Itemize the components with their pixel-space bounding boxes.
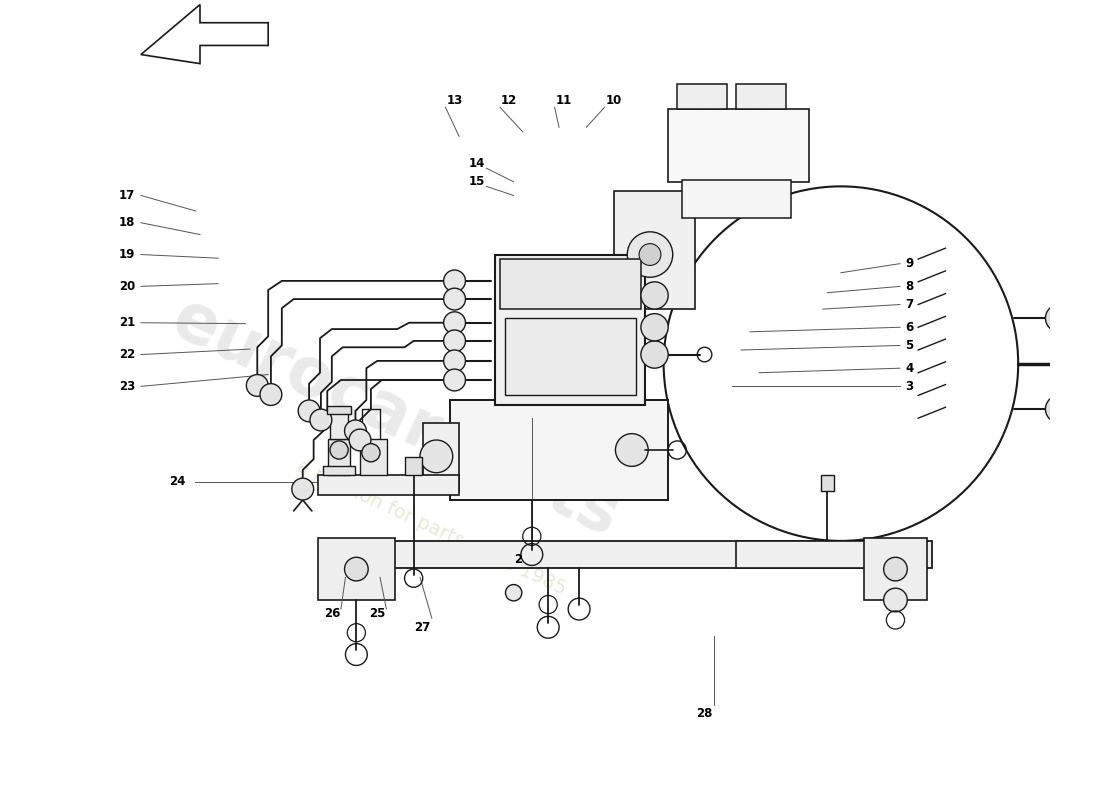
- Circle shape: [1045, 395, 1072, 422]
- Text: 15: 15: [469, 175, 485, 188]
- Bar: [330, 412, 349, 439]
- Text: 18: 18: [119, 216, 135, 230]
- Circle shape: [443, 369, 465, 391]
- Circle shape: [641, 282, 668, 309]
- Text: 27: 27: [415, 621, 431, 634]
- Circle shape: [362, 444, 380, 462]
- Text: 24: 24: [169, 475, 186, 488]
- Text: 26: 26: [323, 607, 340, 620]
- Circle shape: [641, 341, 668, 368]
- Bar: [678, 84, 727, 109]
- Text: 5: 5: [905, 339, 913, 352]
- Text: 20: 20: [119, 280, 135, 293]
- Bar: [500, 259, 641, 309]
- Text: 3: 3: [905, 380, 913, 393]
- Text: 13: 13: [447, 94, 463, 106]
- Circle shape: [344, 558, 369, 581]
- Text: 6: 6: [905, 321, 913, 334]
- Text: eurocarparts: eurocarparts: [162, 286, 629, 550]
- Bar: [450, 400, 668, 500]
- Bar: [495, 254, 646, 405]
- Circle shape: [292, 478, 313, 500]
- Text: 7: 7: [905, 298, 913, 311]
- Circle shape: [639, 244, 661, 266]
- Circle shape: [349, 429, 371, 451]
- Text: 4: 4: [905, 362, 913, 374]
- Circle shape: [641, 314, 668, 341]
- Circle shape: [1089, 353, 1100, 374]
- Text: 23: 23: [119, 380, 135, 393]
- Circle shape: [616, 434, 648, 466]
- Circle shape: [883, 558, 908, 581]
- Circle shape: [1045, 305, 1072, 332]
- Circle shape: [420, 440, 453, 473]
- Text: 19: 19: [119, 248, 135, 261]
- Text: 8: 8: [905, 280, 913, 293]
- Bar: [318, 475, 459, 495]
- Circle shape: [310, 409, 332, 431]
- Bar: [422, 422, 459, 491]
- Bar: [864, 538, 927, 600]
- Circle shape: [298, 400, 320, 422]
- Bar: [821, 474, 834, 491]
- Text: 12: 12: [500, 94, 517, 106]
- Text: 14: 14: [469, 157, 485, 170]
- Circle shape: [443, 312, 465, 334]
- Bar: [736, 541, 904, 568]
- Text: 2: 2: [514, 553, 522, 566]
- Text: 10: 10: [605, 94, 621, 106]
- Bar: [328, 439, 350, 475]
- Circle shape: [260, 384, 282, 406]
- Bar: [668, 109, 810, 182]
- Bar: [360, 439, 387, 475]
- Text: 11: 11: [556, 94, 572, 106]
- Bar: [322, 466, 355, 475]
- Text: 25: 25: [370, 607, 385, 620]
- Text: 9: 9: [905, 257, 913, 270]
- Text: a passion for parts since 1985: a passion for parts since 1985: [294, 456, 570, 598]
- Text: 28: 28: [696, 707, 713, 720]
- Bar: [614, 191, 695, 309]
- Circle shape: [443, 330, 465, 352]
- Text: 21: 21: [119, 316, 135, 330]
- Circle shape: [443, 288, 465, 310]
- Circle shape: [627, 232, 673, 278]
- Circle shape: [443, 350, 465, 372]
- Text: 22: 22: [119, 348, 135, 361]
- Circle shape: [344, 420, 366, 442]
- Bar: [328, 406, 351, 414]
- Bar: [505, 318, 637, 395]
- Text: 17: 17: [119, 189, 135, 202]
- Bar: [682, 180, 791, 218]
- Circle shape: [883, 588, 908, 612]
- Bar: [318, 538, 396, 600]
- Circle shape: [330, 441, 349, 459]
- Circle shape: [246, 374, 268, 396]
- Bar: [341, 541, 932, 568]
- Bar: [736, 84, 786, 109]
- Circle shape: [506, 585, 521, 601]
- Bar: [406, 458, 421, 475]
- Circle shape: [443, 270, 465, 292]
